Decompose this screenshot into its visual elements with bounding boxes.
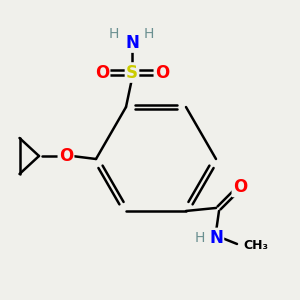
Text: O: O xyxy=(155,64,169,82)
Text: O: O xyxy=(233,178,247,196)
Text: H: H xyxy=(194,231,205,245)
Text: CH₃: CH₃ xyxy=(243,239,268,252)
Text: O: O xyxy=(95,64,109,82)
Text: N: N xyxy=(125,34,139,52)
Text: H: H xyxy=(109,26,119,40)
Text: O: O xyxy=(59,147,73,165)
Text: S: S xyxy=(126,64,138,82)
Text: H: H xyxy=(143,26,154,40)
Text: N: N xyxy=(209,229,223,247)
